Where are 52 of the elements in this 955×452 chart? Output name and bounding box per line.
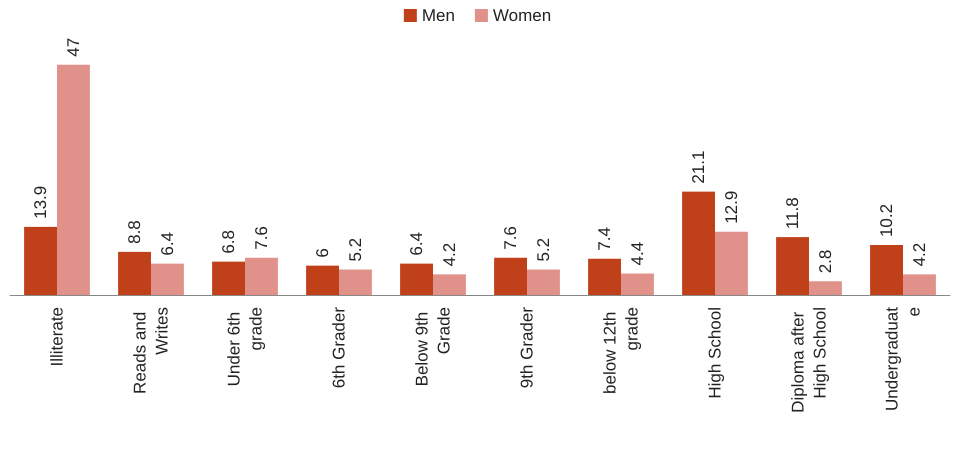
data-label: 2.8 bbox=[816, 250, 835, 274]
bar bbox=[339, 270, 372, 295]
bar bbox=[527, 270, 560, 295]
bar bbox=[870, 245, 903, 295]
bar bbox=[24, 226, 57, 295]
bar bbox=[494, 258, 527, 295]
data-label: 7.6 bbox=[501, 226, 520, 250]
data-label: 5.2 bbox=[346, 238, 365, 262]
bar bbox=[118, 252, 151, 295]
data-label: 10.2 bbox=[877, 204, 896, 238]
bar bbox=[621, 273, 654, 295]
bar bbox=[809, 281, 842, 295]
bar bbox=[682, 192, 715, 295]
x-tick-label: Reads and Writes bbox=[130, 307, 172, 394]
bar bbox=[776, 237, 809, 295]
bar bbox=[400, 264, 433, 295]
data-label: 21.1 bbox=[689, 150, 708, 184]
bar bbox=[588, 258, 621, 295]
x-tick-label: below 12th grade bbox=[600, 307, 642, 394]
data-label: 47 bbox=[64, 38, 83, 57]
data-label: 4.2 bbox=[910, 242, 929, 266]
bar bbox=[212, 262, 245, 295]
legend-label: Women bbox=[492, 6, 552, 25]
bar bbox=[151, 264, 184, 295]
data-label: 5.2 bbox=[534, 238, 553, 262]
x-tick-label: Diploma after High School bbox=[788, 307, 830, 413]
data-label: 11.8 bbox=[783, 197, 802, 230]
data-label: 6.4 bbox=[407, 232, 426, 256]
bar bbox=[306, 266, 339, 295]
data-label: 4.2 bbox=[440, 242, 459, 266]
bar bbox=[433, 274, 466, 295]
x-tick-label: High School bbox=[706, 307, 724, 399]
bar bbox=[57, 64, 90, 295]
data-label: 13.9 bbox=[31, 186, 50, 219]
bar bbox=[903, 274, 936, 295]
x-tick-label: 6th Grader bbox=[330, 306, 348, 388]
data-label: 4.4 bbox=[628, 242, 647, 266]
x-tick-label: 9th Grader bbox=[518, 306, 536, 388]
x-tick-label: Below 9th Grade bbox=[412, 307, 454, 386]
x-tick-label: Undergraduate bbox=[882, 306, 924, 411]
data-label: 6.8 bbox=[219, 230, 238, 254]
data-label: 6 bbox=[313, 248, 332, 258]
data-label: 7.6 bbox=[252, 226, 271, 250]
x-tick-label: Illiterate bbox=[48, 307, 66, 367]
bar bbox=[715, 232, 748, 295]
data-label: 7.4 bbox=[595, 227, 614, 251]
data-label: 6.4 bbox=[158, 232, 177, 256]
data-label: 8.8 bbox=[125, 220, 144, 244]
data-label: 12.9 bbox=[722, 190, 741, 224]
x-tick-label: Under 6th grade bbox=[224, 307, 266, 386]
legend-label: Men bbox=[422, 6, 455, 25]
bar bbox=[245, 258, 278, 295]
